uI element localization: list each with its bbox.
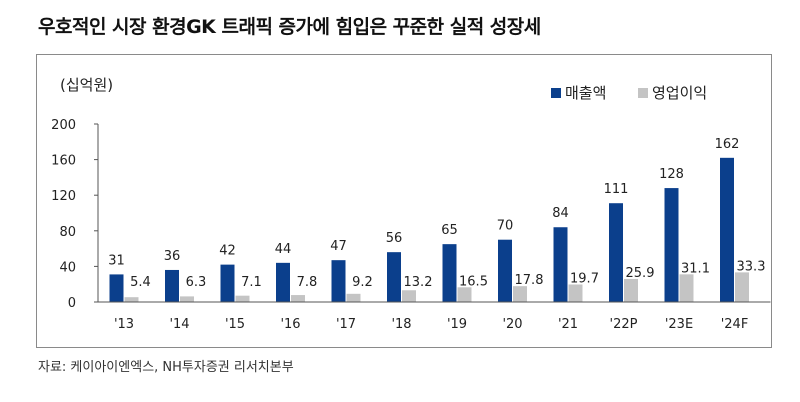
data-label-op-profit: 17.8 <box>515 273 544 288</box>
bar-op-profit <box>457 287 472 302</box>
x-tick-label: '19 <box>447 317 467 332</box>
x-tick-label: '20 <box>502 317 522 332</box>
bar-op-profit <box>735 272 749 302</box>
bar-sales <box>609 203 623 302</box>
data-label-op-profit: 6.3 <box>186 275 207 290</box>
data-label-op-profit: 19.7 <box>570 271 599 286</box>
source-note: 자료: 케이아이엔엑스, NH투자증권 리서치본부 <box>38 360 294 375</box>
bar-op-profit <box>346 293 361 302</box>
y-tick-label: 0 <box>68 296 76 311</box>
bar-op-profit <box>513 286 527 302</box>
data-label-sales: 31 <box>108 253 125 268</box>
data-label-sales: 65 <box>441 223 458 238</box>
x-tick-label: '18 <box>391 317 411 332</box>
bar-op-profit <box>124 297 139 302</box>
chart-frame <box>36 54 772 348</box>
x-axis: '13 '14 '15 '16 '17 '18 '19 '20 '21 '22P '23E '24F <box>98 301 771 332</box>
bar-op-profit <box>624 278 638 302</box>
y-tick-label: 40 <box>59 260 76 275</box>
y-tick-label: 160 <box>51 154 76 169</box>
x-tick-label: '22P <box>610 317 638 332</box>
legend-label-op-profit: 영업이익 <box>652 84 707 102</box>
bar-sales <box>276 262 290 302</box>
data-label-sales: 70 <box>497 219 514 234</box>
bars: 31 5.4 36 6.3 42 7.1 44 7.8 47 9.2 56 13.2 65 16.5 70 1… <box>108 137 765 302</box>
x-tick-label: '17 <box>336 317 356 332</box>
bar-op-profit <box>180 296 194 302</box>
bar-sales <box>442 244 457 302</box>
data-label-sales: 111 <box>604 182 629 197</box>
y-tick-label: 120 <box>51 189 76 204</box>
legend-label-sales: 매출액 <box>565 84 606 102</box>
data-label-op-profit: 7.1 <box>241 275 262 290</box>
data-label-sales: 44 <box>275 242 292 257</box>
bar-sales <box>331 260 346 302</box>
x-tick-label: '14 <box>169 317 189 332</box>
chart-title: 우호적인 시장 환경GK 트래픽 증가에 힘입은 꾸준한 실적 성장세 <box>38 16 541 38</box>
bar-sales <box>553 227 568 302</box>
bar-sales <box>387 252 401 302</box>
y-tick-label: 200 <box>51 118 76 133</box>
data-label-sales: 36 <box>164 249 181 264</box>
x-tick-label: '21 <box>558 317 578 332</box>
data-label-op-profit: 31.1 <box>681 261 710 276</box>
bar-sales <box>109 274 124 302</box>
data-label-op-profit: 5.4 <box>130 275 151 290</box>
bar-sales <box>165 269 179 302</box>
data-label-op-profit: 7.8 <box>297 275 318 290</box>
data-label-sales: 42 <box>219 244 236 259</box>
legend: 매출액 영업이익 <box>551 84 707 102</box>
bar-sales <box>220 264 235 302</box>
x-tick-label: '24F <box>721 317 749 332</box>
unit-label: (십억원) <box>60 76 113 94</box>
data-label-op-profit: 13.2 <box>404 275 433 290</box>
data-label-sales: 47 <box>330 239 347 254</box>
legend-swatch-op-profit <box>638 88 648 98</box>
legend-swatch-sales <box>551 88 561 98</box>
data-label-sales: 56 <box>386 231 403 246</box>
y-tick-label: 80 <box>59 225 76 240</box>
bar-sales <box>498 239 512 302</box>
data-label-op-profit: 25.9 <box>626 266 655 281</box>
x-tick-label: '13 <box>114 317 134 332</box>
bar-op-profit <box>291 295 305 302</box>
bar-sales <box>664 188 679 302</box>
bar-op-profit <box>235 295 250 302</box>
data-label-op-profit: 33.3 <box>737 259 766 274</box>
data-label-sales: 84 <box>552 206 569 221</box>
bar-op-profit <box>402 290 416 302</box>
data-label-op-profit: 9.2 <box>352 275 373 290</box>
data-label-sales: 128 <box>659 167 684 182</box>
data-label-op-profit: 16.5 <box>459 274 488 289</box>
x-tick-label: '16 <box>280 317 300 332</box>
bar-op-profit <box>568 284 583 302</box>
x-tick-label: '23E <box>665 317 693 332</box>
bar-op-profit <box>679 274 694 302</box>
data-label-sales: 162 <box>715 137 740 152</box>
x-tick-label: '15 <box>225 317 245 332</box>
y-axis: 0 40 80 120 160 200 <box>51 118 99 311</box>
bar-sales <box>720 157 734 302</box>
